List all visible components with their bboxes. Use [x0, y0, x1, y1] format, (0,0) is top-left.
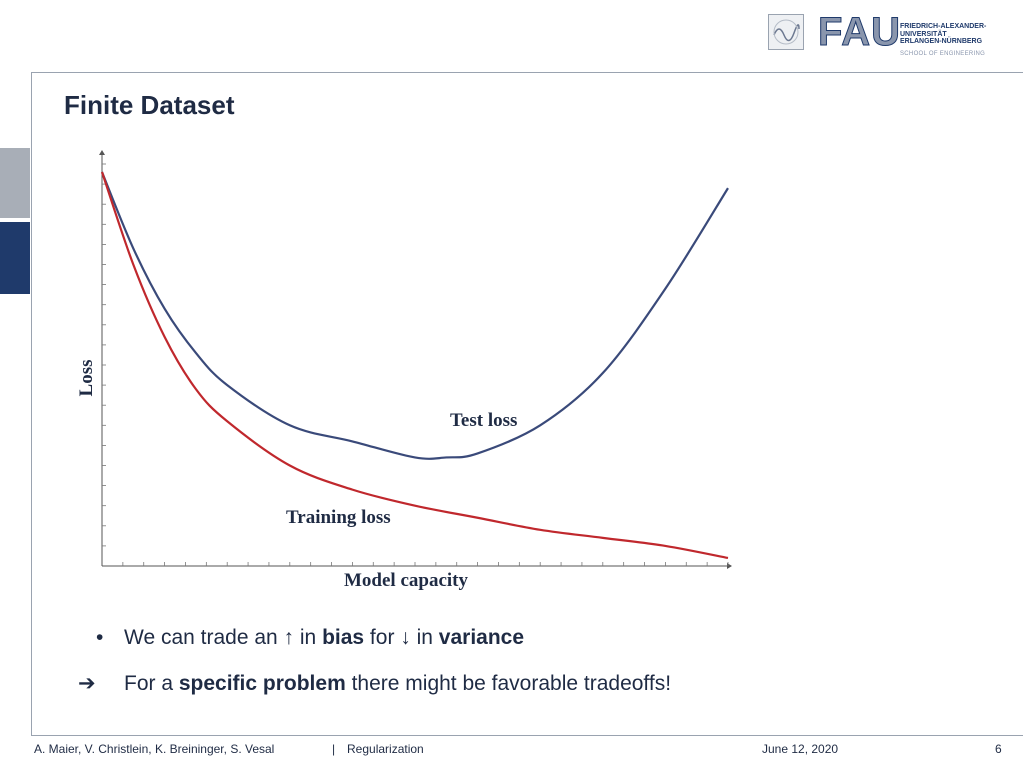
chart-series	[100, 171, 729, 560]
y-axis-arrow	[99, 150, 105, 155]
footer-separator: |	[332, 742, 336, 756]
university-seal-icon	[768, 14, 804, 50]
series-label-test-loss: Test loss	[450, 410, 517, 431]
series-label-training-loss: Training loss	[286, 507, 391, 528]
footer-date: June 12, 2020	[762, 742, 839, 756]
y-axis-label: Loss	[76, 360, 97, 397]
footer-topic: Regularization	[347, 742, 424, 756]
fau-logo: FAU FRIEDRICH-ALEXANDER- UNIVERSITÄT ERL…	[768, 12, 988, 62]
chart-axes	[99, 150, 732, 569]
bullet-dot-icon: •	[96, 626, 104, 649]
footer-authors: A. Maier, V. Christlein, K. Breininger, …	[34, 742, 274, 756]
bullet-text: For a specific problem there might be fa…	[124, 672, 672, 695]
side-tab-light	[0, 148, 30, 218]
slide-title: Finite Dataset	[64, 90, 235, 120]
footer-page: 6	[995, 742, 1002, 756]
loss-chart: Model capacity Loss Test loss Training l…	[76, 150, 732, 591]
series-line-test-loss	[100, 171, 729, 460]
slide-frame	[31, 72, 1023, 736]
bullet-text: We can trade an ↑ in bias for ↓ in varia…	[124, 626, 525, 649]
footer-authors-text: A. Maier, V. Christlein, K. Breininger, …	[34, 742, 275, 756]
school-name: SCHOOL OF ENGINEERING	[900, 51, 986, 57]
fau-wordmark: FAU	[818, 10, 901, 54]
series-line-training-loss	[100, 171, 729, 560]
side-tab-dark	[0, 222, 30, 294]
x-axis-label: Model capacity	[344, 570, 469, 591]
arrow-right-icon: ➔	[78, 672, 96, 695]
university-name: FRIEDRICH-ALEXANDER- UNIVERSITÄT ERLANGE…	[900, 23, 987, 45]
